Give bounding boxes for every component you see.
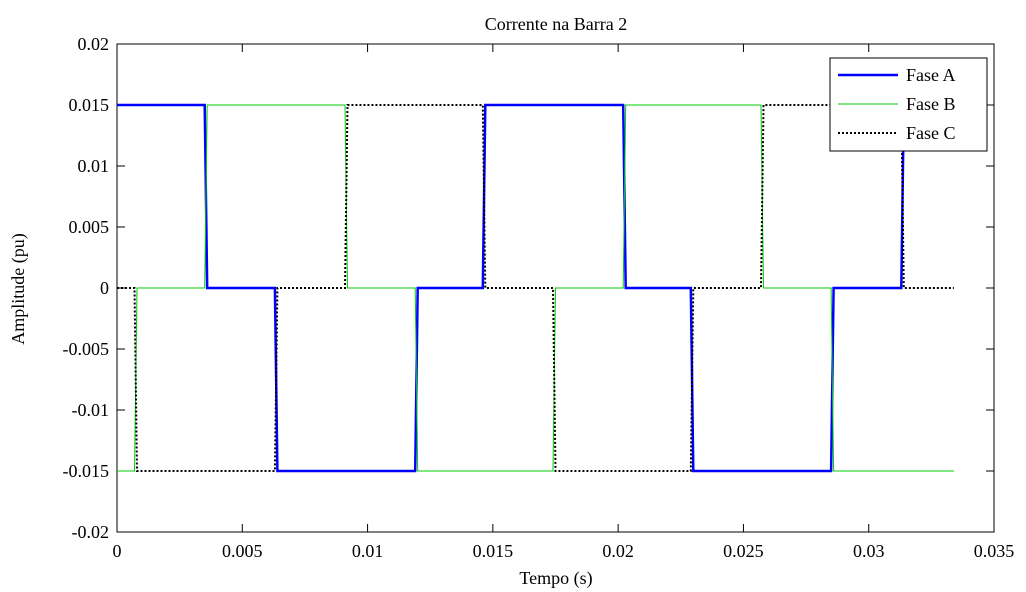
x-tick-label: 0.005 — [222, 541, 263, 561]
legend: Fase A Fase B Fase C — [829, 57, 988, 152]
legend-label: Fase A — [906, 65, 956, 85]
series-line-fase-c — [117, 104, 954, 472]
y-tick-label: -0.01 — [72, 400, 110, 420]
y-tick-label: 0.02 — [78, 34, 110, 54]
y-tick-label: -0.02 — [72, 522, 110, 542]
x-axis-label: Tempo (s) — [519, 568, 592, 589]
x-tick-label: 0 — [113, 541, 122, 561]
y-tick-label: 0.01 — [78, 156, 110, 176]
y-tick-label: -0.005 — [63, 339, 110, 359]
x-tick-label: 0.02 — [602, 541, 634, 561]
legend-label: Fase C — [906, 123, 956, 143]
x-tick-label: 0.03 — [853, 541, 885, 561]
chart-title: Corrente na Barra 2 — [485, 14, 627, 34]
series-line-fase-b — [117, 104, 954, 472]
x-tick-label: 0.015 — [473, 541, 514, 561]
series-line-fase-a — [117, 103, 907, 473]
x-tick-label: 0.025 — [723, 541, 764, 561]
y-tick-label: 0.005 — [69, 217, 110, 237]
x-tick-label: 0.01 — [352, 541, 384, 561]
y-tick-label: 0.015 — [69, 95, 110, 115]
x-tick-label: 0.035 — [974, 541, 1015, 561]
y-tick-label: -0.015 — [63, 461, 110, 481]
legend-label: Fase B — [906, 94, 956, 114]
y-tick-label: 0 — [100, 278, 109, 298]
y-axis-label: Amplitude (pu) — [8, 233, 29, 344]
